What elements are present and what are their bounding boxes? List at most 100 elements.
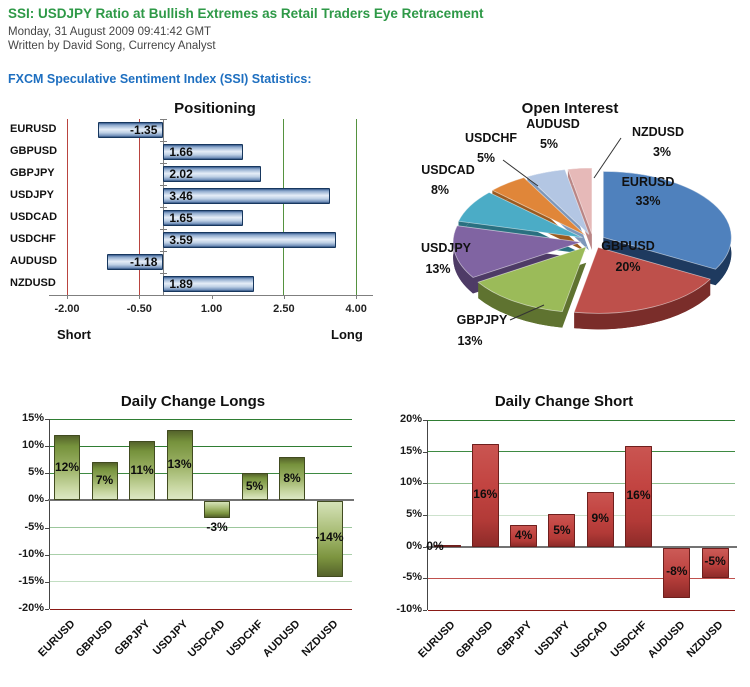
pie-label-GBPUSD-pct: 20% (615, 260, 640, 274)
y-tick-label: -15% (18, 574, 44, 587)
pie-label-AUDUSD-pct: 5% (540, 137, 558, 151)
y-tick-label: 15% (399, 444, 422, 457)
bar-value-GBPJPY: 11% (130, 462, 154, 477)
category-label-GBPJPY: GBPJPY (10, 167, 55, 179)
y-axis-tick (45, 527, 49, 529)
y-axis-tick (423, 546, 427, 548)
bar-GBPUSD (471, 444, 499, 547)
category-axis-tick (160, 251, 168, 252)
axis-label-long: Long (331, 327, 363, 342)
y-tick-label: -5% (24, 520, 44, 533)
category-axis-tick (160, 207, 168, 208)
daily-change-short-chart: Daily Change Short 0% 16% 4% 5% 9% 16% -8% -5% 2… (378, 390, 750, 687)
pie-label-EURUSD-name: EURUSD (622, 175, 675, 189)
value-axis-tick (211, 295, 213, 299)
author-byline: Written by David Song, Currency Analyst (8, 40, 216, 52)
y-tick-label: 5% (28, 466, 44, 479)
bar-value-GBPUSD: 7% (95, 473, 114, 488)
pie-label-USDCAD-pct: 8% (431, 183, 449, 197)
positioning-bar-NZDUSD (163, 276, 255, 292)
y-axis-tick (45, 500, 49, 502)
value-axis-line (49, 295, 373, 296)
gridline-15% (428, 451, 735, 453)
positioning-bar-chart: Positioning -1.35 1.66 2.02 3.46 1.65 3.59 -1.… (10, 98, 392, 354)
pie-label-AUDUSD-name: AUDUSD (526, 117, 579, 131)
y-tick-label: 10% (21, 439, 44, 452)
pie-label-EURUSD-pct: 33% (635, 194, 660, 208)
longs-chart-title: Daily Change Longs (120, 393, 266, 410)
category-label-USDCAD: USDCAD (10, 211, 58, 223)
positioning-chart-title: Positioning (174, 100, 256, 117)
pie-label-USDJPY-pct: 13% (425, 262, 450, 276)
bar-AUDUSD (663, 547, 691, 598)
category-label-EURUSD: EURUSD (10, 123, 57, 135)
bar-EURUSD (433, 544, 461, 547)
y-tick-label: 15% (21, 412, 44, 424)
x-tick-label: 2.50 (273, 303, 295, 315)
pie-label-GBPUSD-name: GBPUSD (601, 239, 654, 253)
pie-label-USDCAD-name: USDCAD (421, 163, 474, 177)
y-tick-label: -20% (18, 602, 44, 614)
y-axis-tick (423, 420, 427, 421)
category-label-USDCHF: USDCHF (10, 233, 56, 245)
bar-value-GBPUSD: 16% (473, 487, 498, 502)
publish-date: Monday, 31 August 2009 09:41:42 GMT (8, 26, 212, 38)
bar-value-USDJPY: 13% (167, 457, 192, 472)
pie-leader-line-NZDUSD (593, 137, 622, 179)
value-axis-tick (356, 295, 358, 299)
y-axis-tick (45, 419, 49, 420)
pie-label-NZDUSD-name: NZDUSD (632, 125, 684, 139)
axis-label-short: Short (57, 327, 91, 342)
bar-value-NZDUSD: 1.89 (169, 277, 193, 291)
category-axis-tick (160, 185, 168, 186)
y-tick-label: 5% (406, 508, 422, 520)
bar-value-USDCHF: 16% (626, 488, 651, 503)
bar-GBPJPY (510, 525, 538, 547)
bar-NZDUSD (316, 501, 343, 578)
category-axis-tick (160, 141, 168, 142)
zero-axis-line (48, 499, 354, 502)
bar-USDCAD (586, 492, 614, 547)
section-heading: FXCM Speculative Sentiment Index (SSI) S… (8, 72, 312, 86)
pie-label-GBPJPY-name: GBPJPY (457, 313, 508, 327)
gridline--5% (428, 577, 735, 579)
category-label-GBPUSD: GBPUSD (10, 145, 58, 157)
bar-USDJPY (548, 514, 576, 547)
y-axis-tick (423, 515, 427, 516)
bar-value-GBPUSD: 1.66 (169, 145, 193, 159)
bar-value-NZDUSD: -5% (704, 553, 726, 568)
y-tick-label: -5% (402, 571, 422, 584)
y-axis-tick (45, 554, 49, 556)
positioning-bar-USDCHF (163, 232, 337, 248)
gridline--2.00 (66, 119, 68, 295)
bar-USDCAD (204, 501, 230, 518)
bar-value-USDCAD: -3% (206, 519, 228, 534)
gridline-20% (428, 419, 735, 421)
x-tick-label: -0.50 (126, 303, 152, 315)
bar-USDCHF (625, 445, 652, 547)
positioning-bar-USDCAD (163, 210, 243, 226)
bar-USDCHF (241, 473, 268, 501)
gridline-5% (428, 514, 735, 516)
bar-value-USDCAD: 1.65 (169, 211, 193, 225)
pie-leader-line-USDCHF (502, 159, 539, 187)
plot-area: 12% 7% 11% 13% -3% 5% 8% -14% (45, 418, 354, 610)
bar-GBPJPY (129, 440, 155, 501)
bar-value-USDCHF: 5% (245, 478, 264, 493)
gridline--15% (50, 581, 352, 583)
bar-GBPUSD (91, 462, 118, 501)
bar-value-USDCAD: 9% (591, 511, 609, 526)
zero-axis-line (426, 545, 737, 548)
pie-slice-GBPJPY (477, 246, 587, 328)
gridline--20% (50, 608, 352, 610)
value-axis-tick (283, 295, 285, 299)
category-axis-tick (160, 229, 168, 230)
pie-label-USDCHF-pct: 5% (477, 151, 495, 165)
value-axis-tick (139, 295, 141, 299)
y-tick-label: 0% (28, 493, 44, 506)
gridline--0.50 (138, 119, 140, 295)
y-axis-tick (45, 446, 49, 448)
positioning-bar-USDJPY (163, 188, 331, 204)
y-axis-line (49, 419, 50, 609)
bar-EURUSD (54, 435, 80, 501)
